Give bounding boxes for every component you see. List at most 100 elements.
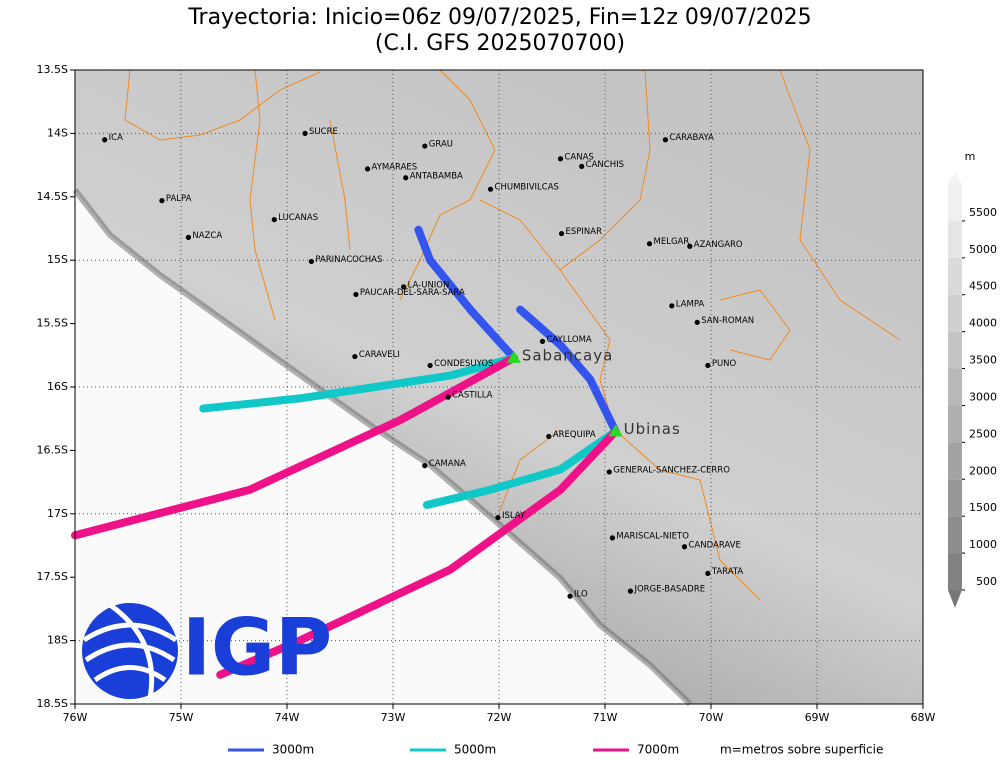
legend: 3000m 5000m 7000m [228, 743, 679, 757]
place-label: LA-UNION [408, 280, 450, 290]
colorbar-band [948, 184, 962, 221]
subtitle: (C.I. GFS 2025070700) [375, 31, 625, 56]
note: m=metros sobre superficie [720, 743, 883, 757]
place-label: LUCANAS [278, 213, 318, 223]
place-label: NAZCA [192, 231, 222, 241]
place-marker [422, 143, 428, 149]
place-marker [687, 243, 693, 249]
place-label: CANDARAVE [689, 540, 741, 550]
place-marker [557, 156, 564, 162]
trajectory [216, 427, 620, 679]
colorbar-label: 3500 [969, 354, 997, 367]
place-label: AYMARAES [372, 162, 418, 172]
place-label: SAN-ROMAN [701, 316, 754, 326]
place-marker [539, 338, 546, 344]
place-marker [352, 353, 358, 360]
colorbar: 500 1000 1500 2000 2500 3000 3500 4000 4500 5000 5… [948, 150, 997, 608]
colorbar-label: 1500 [969, 501, 997, 514]
place-marker [609, 535, 616, 541]
trajectory [422, 427, 620, 509]
trajectory [516, 305, 620, 436]
place-label: SUCRE [309, 127, 338, 137]
colorbar-band [948, 331, 962, 369]
place-label: PAUCAR-DEL-SARA-SARA [360, 288, 465, 298]
place-label: ESPINAR [566, 227, 603, 237]
y-tick-label: 15.5S [37, 317, 68, 330]
colorbar-label: 4500 [969, 280, 997, 293]
place-marker [271, 217, 277, 223]
place-label: CANCHIS [586, 160, 624, 170]
place-label: GENERAL-SANCHEZ-CERRO [613, 465, 730, 475]
place-marker [579, 163, 585, 169]
place-label: CONDESUYOS [434, 359, 493, 369]
place-label: MARISCAL-NIETO [616, 531, 689, 541]
colorbar-band [948, 294, 962, 332]
place-label: LAMPA [676, 299, 705, 309]
logo-text: IGP [182, 603, 332, 693]
x-tick-label: 76W [63, 711, 88, 724]
place-label: PARINACOCHAS [315, 255, 382, 265]
x-tick-label: 70W [699, 711, 724, 724]
x-tick-label: 75W [169, 711, 194, 724]
place-label: CHUMBIVILCAS [495, 183, 559, 193]
volcano-marker [608, 424, 623, 437]
place-marker [401, 284, 407, 290]
place-marker [185, 234, 192, 240]
place-label: ILO [574, 590, 588, 600]
place-marker [427, 362, 433, 369]
y-tick-label: 14.5S [37, 190, 68, 203]
place-label: CARABAYA [669, 133, 714, 143]
place-label: AZANGARO [694, 240, 743, 250]
logo-lines [82, 602, 178, 699]
place-marker [606, 469, 612, 475]
y-tick-label: 17S [47, 507, 68, 520]
place-label: JORGE-BASADRE [633, 585, 705, 595]
place-marker [403, 175, 409, 181]
logo: IGP [82, 602, 332, 699]
place-label: CASTILLA [452, 391, 493, 401]
volcano-label: Sabancaya [522, 346, 613, 364]
colorbar-label: 500 [976, 575, 997, 588]
place-label: ISLAY [502, 511, 526, 521]
colorbar-label: 2000 [969, 464, 997, 477]
place-label: AREQUIPA [553, 430, 596, 440]
place-label: CANAS [564, 152, 593, 162]
place-marker [364, 166, 371, 172]
place-label: PALPA [166, 194, 192, 204]
borders [124, 69, 901, 601]
place-marker [627, 588, 634, 594]
place-marker [308, 258, 314, 265]
trajectory [414, 225, 518, 362]
place-marker [669, 303, 675, 309]
place-marker [558, 230, 565, 237]
trajectory [199, 353, 518, 413]
y-tick-label: 17.5S [37, 570, 68, 583]
x-tick-label: 71W [593, 711, 618, 724]
y-tick-label: 18S [47, 634, 68, 647]
colorbar-label: 1000 [969, 538, 997, 551]
x-tick-label: 72W [487, 711, 512, 724]
place-marker [646, 241, 653, 247]
place-label: ANTABAMBA [410, 171, 463, 181]
colorbar-unit: m [965, 150, 976, 163]
colorbar-band [948, 442, 962, 480]
place-marker [681, 544, 688, 550]
place-label: CAYLLOMA [546, 335, 591, 345]
place-marker [567, 593, 573, 599]
y-tick-label: 18.5S [37, 697, 68, 710]
y-tick-label: 16.5S [37, 443, 68, 456]
legend-label: 3000m [272, 743, 314, 757]
place-marker [302, 130, 308, 136]
place-label: CAMANA [429, 459, 466, 469]
colorbar-label: 5000 [969, 243, 997, 256]
place-label: MELGAR [654, 237, 690, 247]
colorbar-label: 5500 [969, 206, 997, 219]
place-marker [694, 319, 700, 325]
volcano-marker [506, 350, 521, 363]
colorbar-band [948, 257, 962, 295]
colorbar-label: 2500 [969, 427, 997, 440]
y-tick-label: 14S [47, 126, 68, 139]
title: Trayectoria: Inicio=06z 09/07/2025, Fin=… [187, 5, 811, 30]
place-marker [705, 570, 711, 576]
y-tick-label: 16S [47, 380, 68, 393]
